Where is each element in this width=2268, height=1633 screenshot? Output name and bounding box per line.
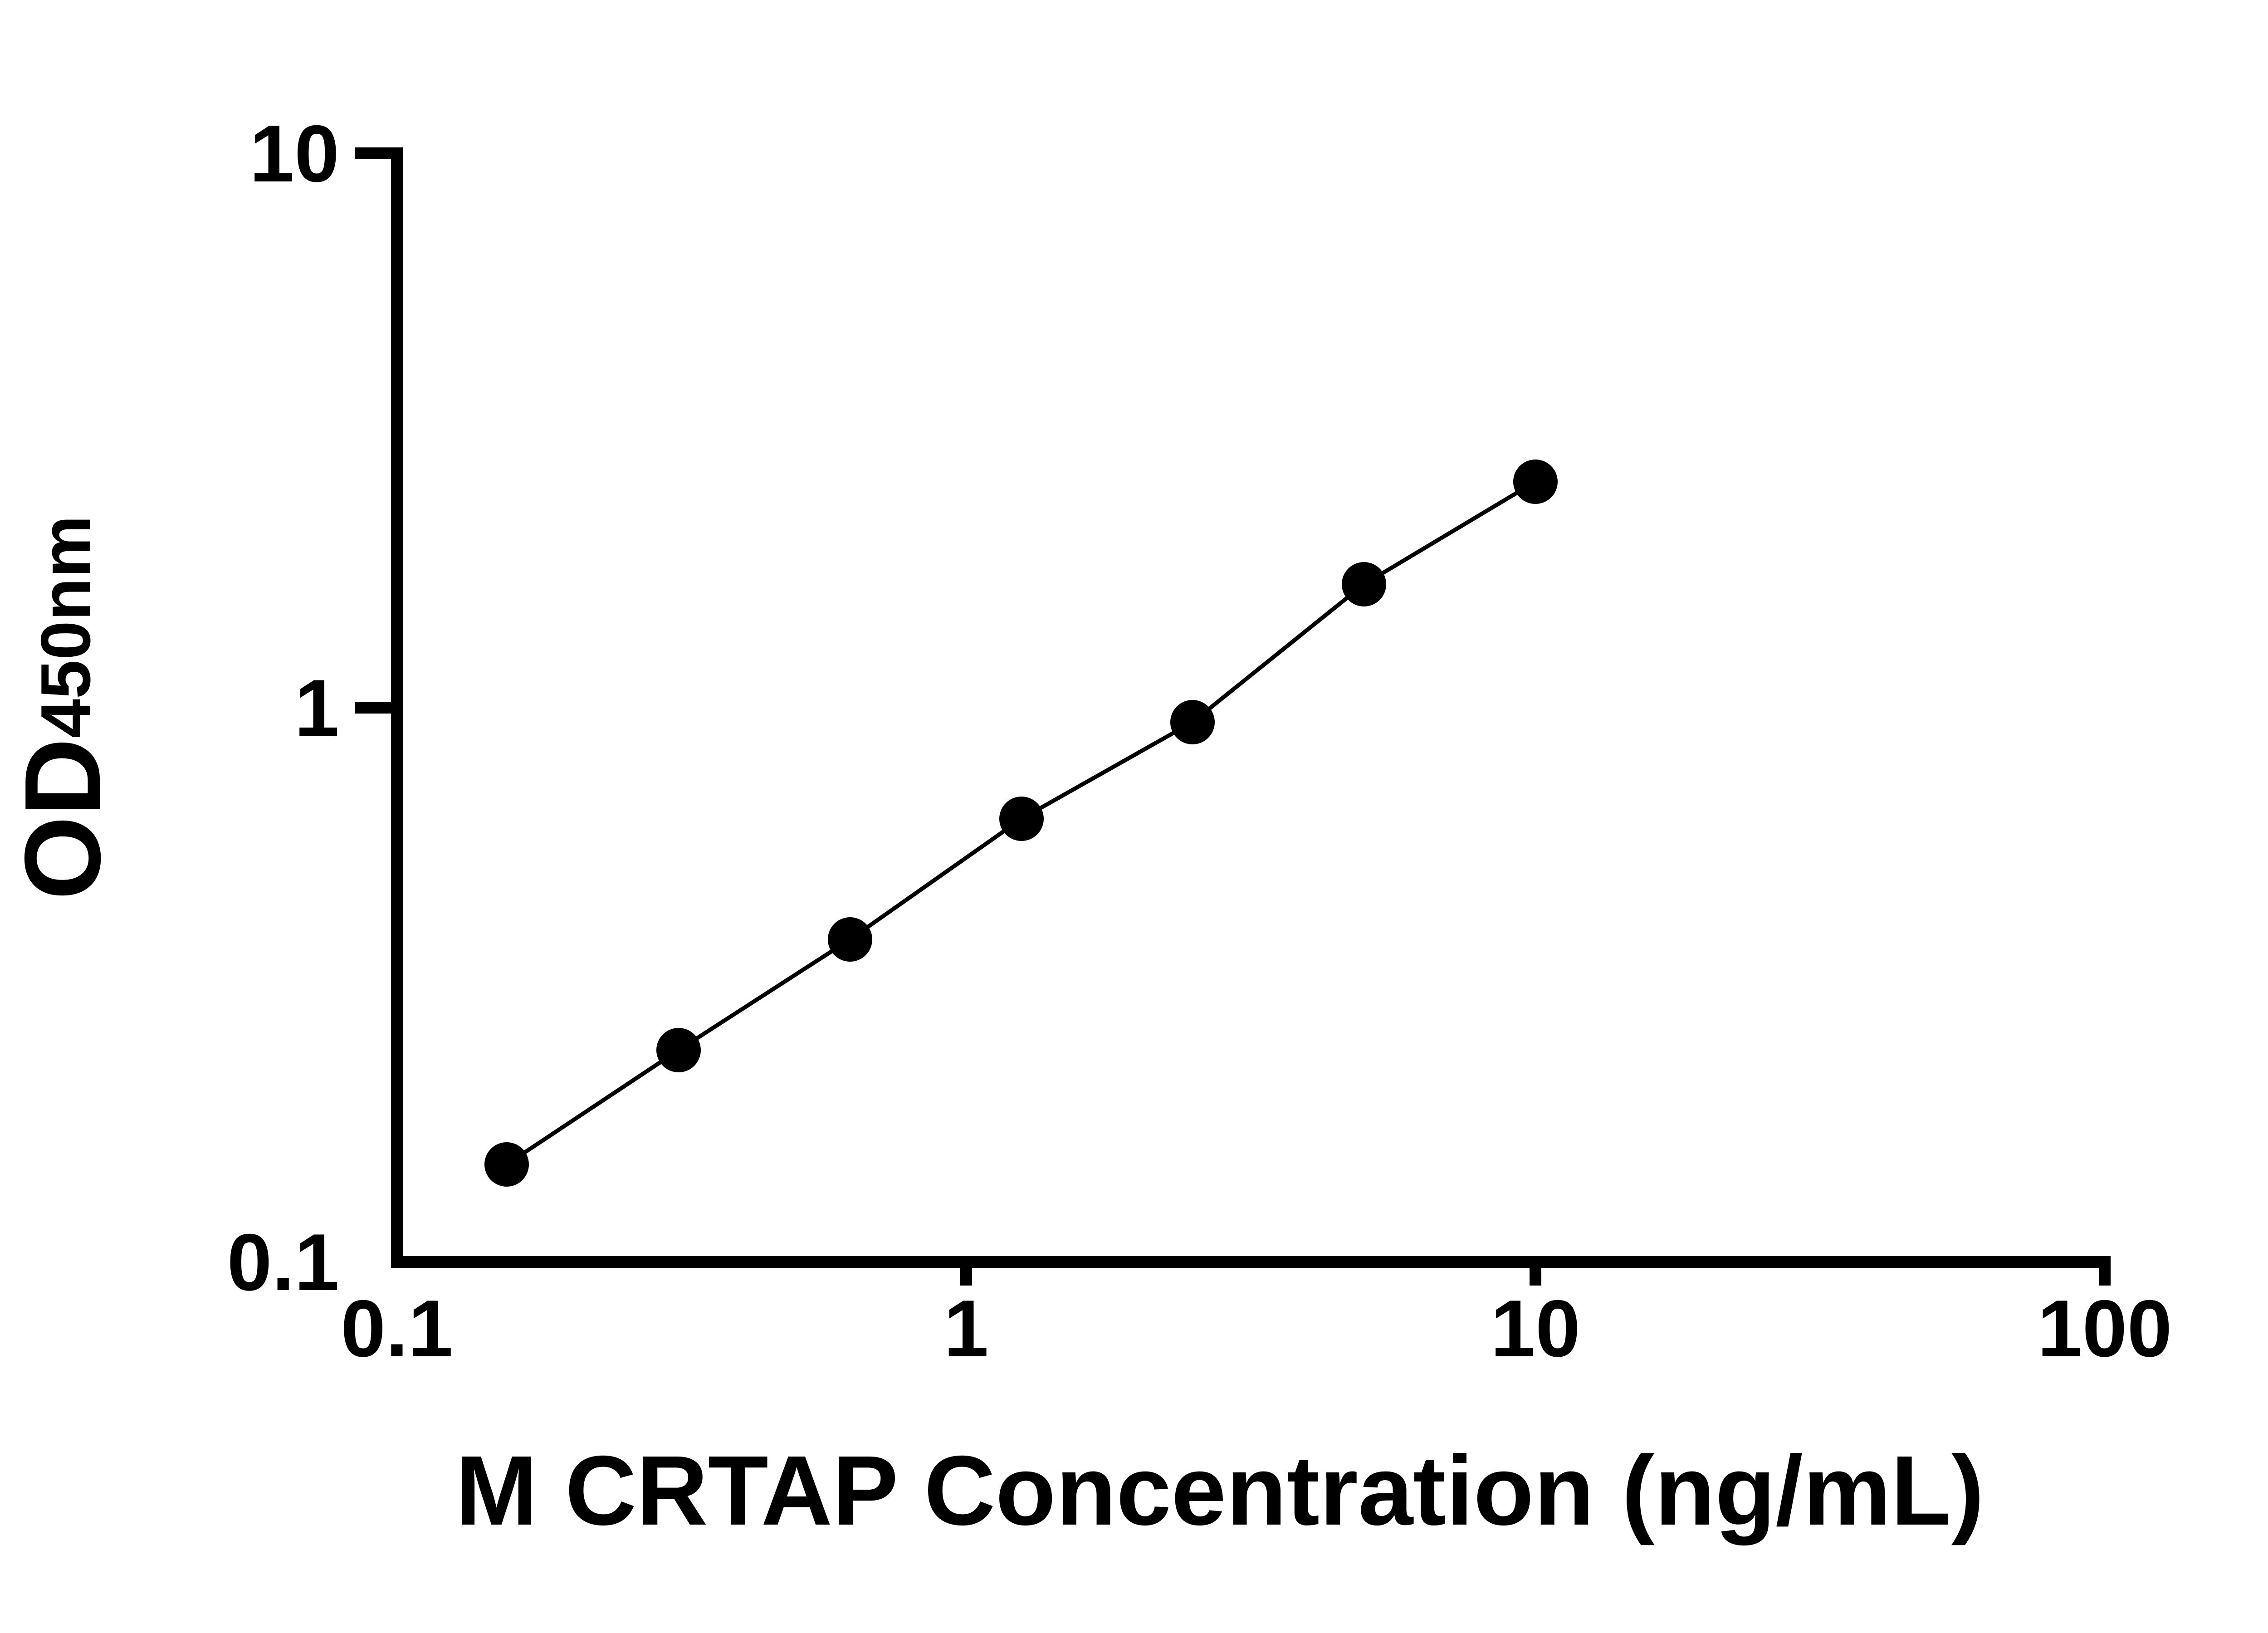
svg-text:1: 1 bbox=[294, 663, 339, 753]
svg-text:M CRTAP Concentration (ng/mL): M CRTAP Concentration (ng/mL) bbox=[455, 1436, 1984, 1546]
svg-text:1: 1 bbox=[944, 1283, 989, 1374]
svg-text:10: 10 bbox=[1491, 1283, 1580, 1374]
svg-text:0.1: 0.1 bbox=[227, 1217, 339, 1307]
svg-text:10: 10 bbox=[249, 108, 339, 199]
svg-text:100: 100 bbox=[2038, 1283, 2172, 1374]
svg-text:0.1: 0.1 bbox=[341, 1283, 453, 1374]
